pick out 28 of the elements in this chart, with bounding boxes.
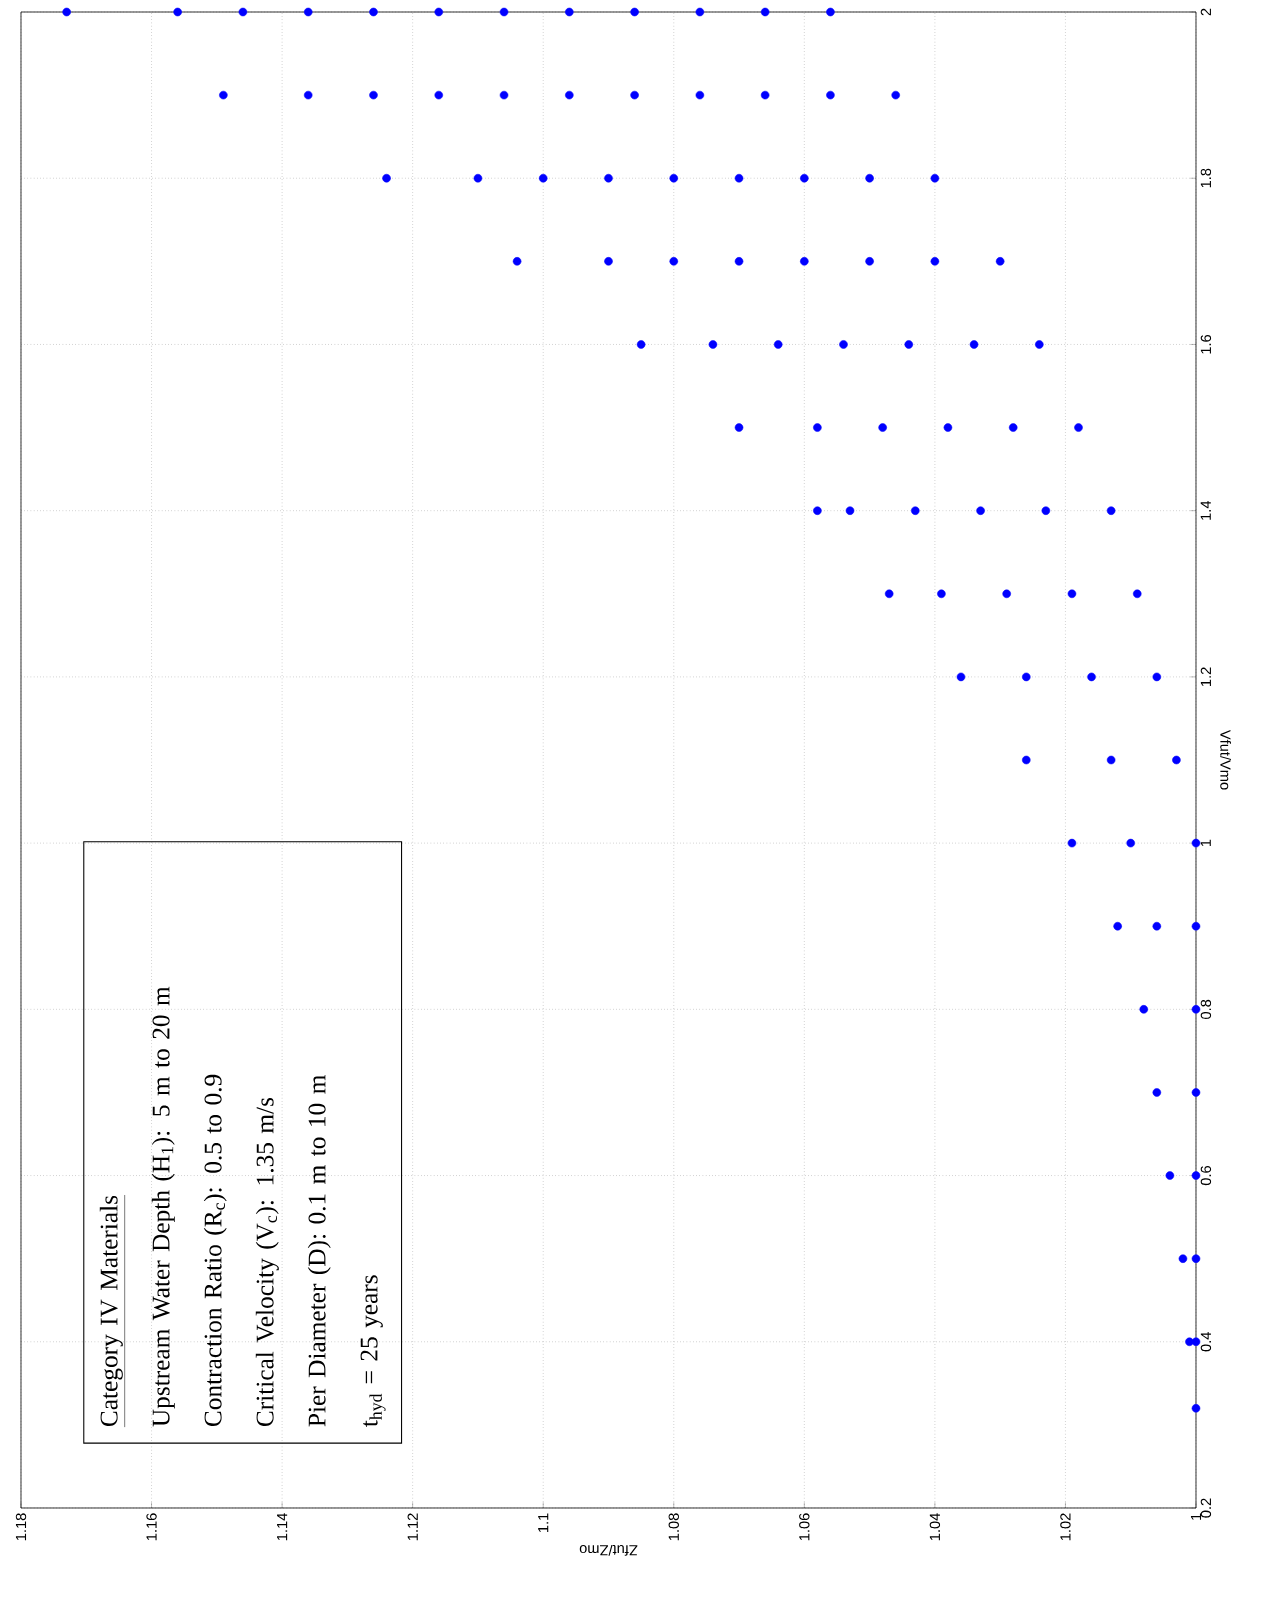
y-tick-label: 1 bbox=[1200, 839, 1211, 847]
x-tick-label: 1.14 bbox=[277, 1513, 288, 1541]
y-tick-label: 0.6 bbox=[1200, 1166, 1212, 1186]
y-tick-label: 0.2 bbox=[1200, 1498, 1212, 1518]
y-tick-label: 1.8 bbox=[1200, 168, 1212, 188]
annotation: Category IV Materials bbox=[99, 1195, 123, 1427]
x-tick-label: 1.1 bbox=[538, 1513, 549, 1532]
x-tick-label: 1.16 bbox=[146, 1513, 157, 1541]
x-tick-label: 1.18 bbox=[15, 1513, 27, 1541]
annotation: Pier Diameter (D): 0.1 m to 10 m bbox=[307, 1075, 331, 1427]
x-tick-label: 1.02 bbox=[1060, 1513, 1071, 1541]
y-tick-label: 1.2 bbox=[1200, 667, 1211, 686]
annotation: Critical Velocity (V$_{c}$): 1.35 m/s bbox=[255, 1097, 279, 1427]
x-tick-label: 1.08 bbox=[668, 1513, 679, 1541]
annotation: Contraction Ratio (R$_{c}$): 0.5 to 0.9 bbox=[203, 1074, 227, 1427]
y-tick-label: 2 bbox=[1200, 8, 1211, 16]
x-tick-label: 1.04 bbox=[929, 1513, 941, 1541]
x-tick-label: 1.06 bbox=[799, 1513, 810, 1541]
x-axis-title: Zfut/Zmo bbox=[579, 1545, 638, 1556]
x-tick-label: 1.12 bbox=[407, 1513, 418, 1541]
annotation: t$_{hyd}$ = 25 years bbox=[360, 1275, 386, 1427]
y-tick-label: 1.4 bbox=[1200, 500, 1211, 520]
x-tick-label: 1 bbox=[1190, 1513, 1202, 1520]
y-tick-label: 0.4 bbox=[1200, 1332, 1212, 1352]
annotation: Upstream Water Depth (H$_{1}$): 5 m to 20 m bbox=[151, 986, 175, 1427]
y-tick-label: 0.8 bbox=[1200, 999, 1212, 1019]
y-axis-title: Vfut/Vmo bbox=[1220, 729, 1232, 790]
y-tick-label: 1.6 bbox=[1200, 334, 1212, 354]
